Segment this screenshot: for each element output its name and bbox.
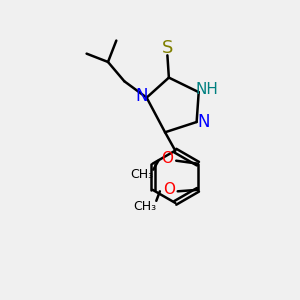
Text: S: S xyxy=(162,39,173,57)
Text: O: O xyxy=(163,182,175,197)
Text: CH₃: CH₃ xyxy=(134,200,157,213)
Text: CH₃: CH₃ xyxy=(130,169,154,182)
Text: N: N xyxy=(197,113,209,131)
Text: O: O xyxy=(161,152,173,166)
Text: N: N xyxy=(135,87,148,105)
Text: NH: NH xyxy=(196,82,218,97)
